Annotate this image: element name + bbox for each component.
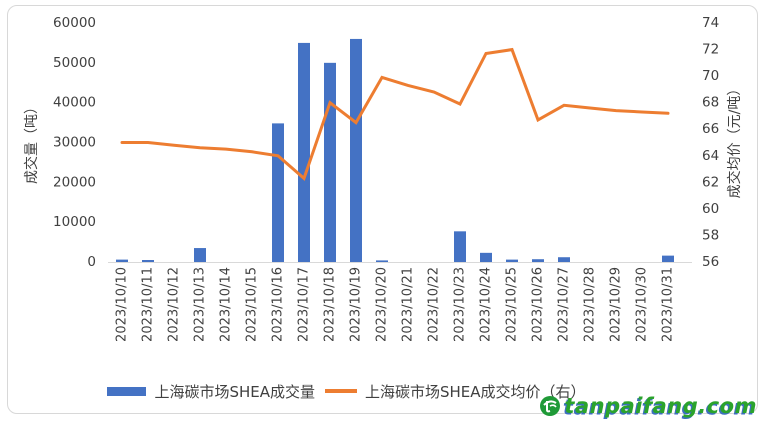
volume-bar bbox=[454, 231, 466, 262]
x-axis-label: 2023/10/26 bbox=[531, 267, 546, 342]
volume-bar bbox=[194, 248, 206, 262]
x-axis-label: 2023/10/25 bbox=[505, 267, 520, 342]
left-axis-tick: 10000 bbox=[53, 214, 96, 230]
tanpaifang-logo-icon bbox=[540, 396, 561, 416]
x-axis-label: 2023/10/15 bbox=[245, 267, 260, 342]
volume-bar bbox=[376, 260, 388, 262]
x-axis-label: 2023/10/14 bbox=[219, 267, 234, 342]
x-axis-label: 2023/10/29 bbox=[609, 267, 624, 342]
dual-axis-chart: 0 10000 20000 30000 40000 50000 60000 56 58 60 62 6… bbox=[23, 15, 743, 342]
right-axis-tick: 62 bbox=[702, 174, 719, 190]
x-axis-label: 2023/10/20 bbox=[375, 267, 390, 342]
volume-bar bbox=[532, 259, 544, 262]
x-axis-label: 2023/10/18 bbox=[323, 267, 338, 342]
x-axis-label: 2023/10/31 bbox=[661, 267, 676, 342]
volume-bar bbox=[116, 259, 128, 262]
x-axis-label: 2023/10/24 bbox=[479, 267, 494, 342]
volume-bar bbox=[662, 255, 674, 262]
left-axis-tick: 0 bbox=[87, 254, 96, 270]
right-axis-tick: 68 bbox=[702, 95, 719, 111]
volume-bar bbox=[506, 259, 518, 262]
right-axis-tick: 58 bbox=[702, 227, 719, 243]
left-axis-tick: 40000 bbox=[53, 95, 96, 111]
left-axis-tick: 50000 bbox=[53, 55, 96, 71]
x-axis-label: 2023/10/23 bbox=[453, 267, 468, 342]
watermark-text: tanpaifang.com bbox=[564, 394, 757, 418]
right-axis-tick: 66 bbox=[702, 121, 719, 137]
chart-legend: 上海碳市场SHEA成交量 上海碳市场SHEA成交均价（右） bbox=[0, 381, 729, 401]
x-axis-label: 2023/10/27 bbox=[557, 267, 572, 342]
legend-item-volume: 上海碳市场SHEA成交量 bbox=[107, 381, 315, 402]
left-axis-tick: 60000 bbox=[53, 15, 96, 31]
volume-bar bbox=[324, 62, 336, 263]
right-axis-tick: 74 bbox=[702, 15, 719, 31]
right-axis-tick: 72 bbox=[702, 42, 719, 58]
left-axis-tick: 30000 bbox=[53, 135, 96, 151]
x-axis-label: 2023/10/30 bbox=[635, 267, 650, 342]
right-axis-tick: 56 bbox=[702, 254, 719, 270]
x-axis-label: 2023/10/16 bbox=[271, 267, 286, 342]
volume-bar bbox=[298, 42, 310, 262]
x-axis-label: 2023/10/12 bbox=[167, 267, 182, 342]
x-axis-label: 2023/10/11 bbox=[141, 267, 156, 342]
x-axis-label: 2023/10/28 bbox=[583, 267, 598, 342]
x-axis-label: 2023/10/10 bbox=[115, 267, 130, 342]
volume-bar bbox=[272, 123, 284, 262]
right-axis-tick: 70 bbox=[702, 68, 719, 84]
x-axis-label: 2023/10/13 bbox=[193, 267, 208, 342]
volume-series-swatch bbox=[107, 386, 147, 396]
volume-bar bbox=[142, 260, 154, 262]
legend-label-price: 上海碳市场SHEA成交均价（右） bbox=[365, 382, 586, 401]
left-axis-title: 成交量（吨） bbox=[23, 100, 40, 184]
x-axis-label: 2023/10/21 bbox=[401, 267, 416, 342]
price-series-swatch bbox=[325, 389, 357, 393]
price-line bbox=[120, 47, 670, 181]
volume-bar bbox=[480, 252, 492, 262]
x-axis-label: 2023/10/22 bbox=[427, 267, 442, 342]
volume-bar bbox=[558, 257, 570, 262]
left-axis-tick: 20000 bbox=[53, 174, 96, 190]
right-axis-title: 成交均价（元/吨） bbox=[726, 82, 743, 199]
legend-item-price: 上海碳市场SHEA成交均价（右） bbox=[325, 381, 586, 402]
legend-label-volume: 上海碳市场SHEA成交量 bbox=[154, 382, 315, 401]
right-axis-tick: 60 bbox=[702, 201, 719, 217]
right-axis-tick: 64 bbox=[702, 148, 719, 164]
x-axis-label: 2023/10/17 bbox=[297, 267, 312, 342]
volume-bar bbox=[350, 38, 362, 262]
x-axis-label: 2023/10/19 bbox=[349, 267, 364, 342]
tanpaifang-watermark[interactable]: tanpaifang.com bbox=[539, 394, 757, 418]
